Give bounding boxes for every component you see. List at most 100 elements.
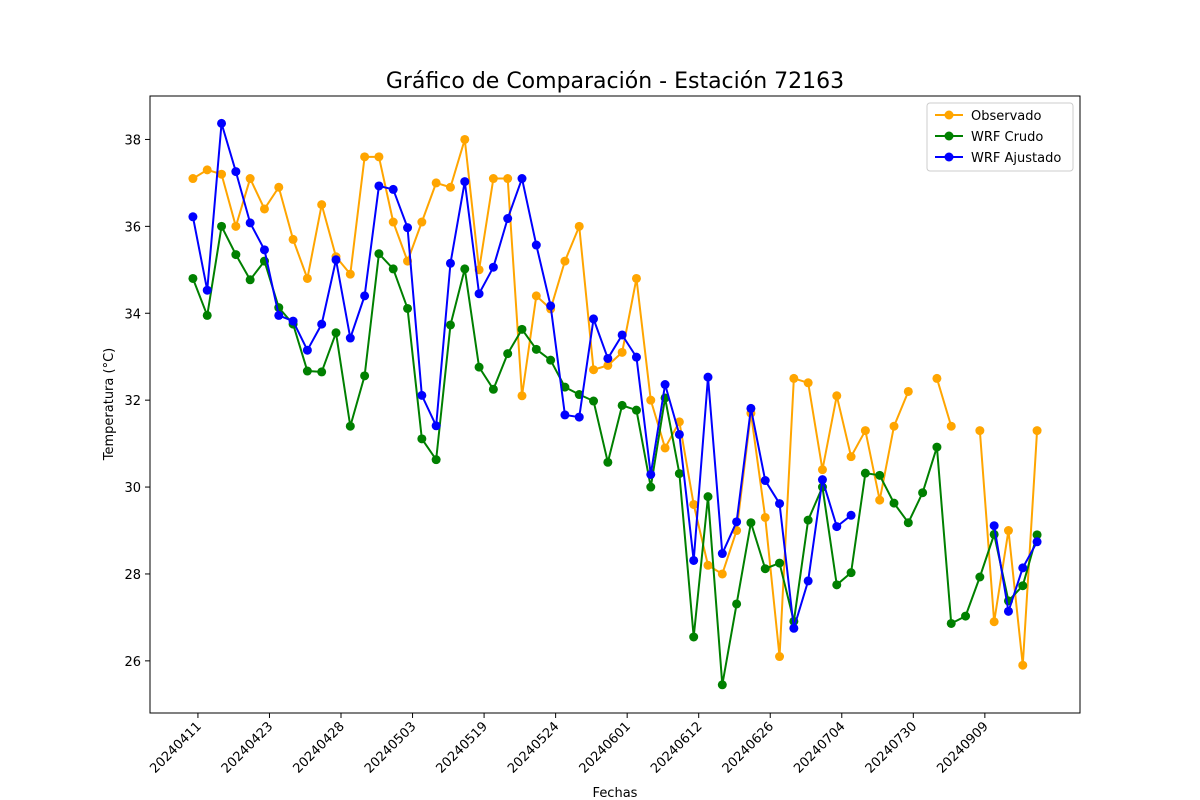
data-point (560, 382, 570, 392)
data-point (717, 549, 727, 559)
data-point (918, 488, 928, 498)
data-point (860, 426, 870, 436)
data-point (760, 512, 770, 522)
data-point (531, 344, 541, 354)
data-point (589, 365, 599, 375)
y-tick-label: 34 (124, 307, 141, 322)
data-point (760, 476, 770, 486)
data-point (689, 499, 699, 509)
data-point (445, 258, 455, 268)
data-point (231, 221, 241, 231)
data-point (388, 184, 398, 194)
data-point (317, 367, 327, 377)
data-point (460, 134, 470, 144)
data-point (631, 352, 641, 362)
data-point (345, 333, 355, 343)
data-point (803, 576, 813, 586)
data-point (360, 371, 370, 381)
data-point (617, 330, 627, 340)
data-point (188, 212, 198, 222)
data-point (217, 221, 227, 231)
data-point (445, 320, 455, 330)
data-point (546, 301, 556, 311)
data-point (689, 555, 699, 565)
data-point (775, 499, 785, 509)
data-point (1032, 537, 1042, 547)
data-point (488, 384, 498, 394)
data-point (689, 632, 699, 642)
data-point (245, 174, 255, 184)
data-point (1018, 660, 1028, 670)
data-point (660, 380, 670, 390)
data-point (431, 455, 441, 465)
data-point (202, 165, 212, 175)
data-point (589, 396, 599, 406)
data-point (302, 366, 312, 376)
y-tick-label: 36 (124, 220, 141, 235)
data-point (875, 470, 885, 480)
data-point (832, 522, 842, 532)
data-point (803, 378, 813, 388)
data-point (574, 221, 584, 231)
data-point (302, 345, 312, 355)
data-point (517, 391, 527, 401)
y-axis-label: Temperatura (°C) (102, 348, 117, 461)
data-point (417, 217, 427, 227)
data-point (1032, 530, 1042, 540)
data-point (746, 403, 756, 413)
data-point (603, 360, 613, 370)
data-point (603, 457, 613, 467)
series-line (993, 525, 1038, 613)
data-point (217, 169, 227, 179)
data-point (703, 560, 713, 570)
data-point (1018, 581, 1028, 591)
series-line (935, 378, 953, 427)
data-point (531, 291, 541, 301)
data-point (474, 289, 484, 299)
data-point (474, 362, 484, 372)
data-point (932, 442, 942, 452)
data-point (488, 174, 498, 184)
legend-label: WRF Ajustado (971, 151, 1061, 166)
data-point (517, 174, 527, 184)
data-point (1003, 606, 1013, 616)
data-point (245, 218, 255, 228)
data-point (388, 217, 398, 227)
y-tick-label: 28 (124, 568, 141, 583)
data-point (617, 400, 627, 410)
data-point (317, 200, 327, 210)
data-point (488, 262, 498, 272)
y-tick-label: 30 (124, 481, 141, 496)
data-point (946, 618, 956, 628)
data-point (732, 599, 742, 609)
data-point (589, 314, 599, 324)
y-tick-label: 26 (124, 655, 141, 670)
legend-label: WRF Crudo (971, 130, 1043, 145)
data-point (603, 353, 613, 363)
data-point (660, 443, 670, 453)
plot-frame (149, 95, 1081, 714)
data-point (231, 250, 241, 260)
data-point (646, 469, 656, 479)
data-point (388, 264, 398, 274)
y-axis: 26 28 30 32 34 36 38 (124, 133, 150, 670)
data-point (803, 515, 813, 525)
data-point (617, 347, 627, 357)
data-point (1032, 426, 1042, 436)
data-point (202, 285, 212, 295)
data-point (975, 572, 985, 582)
data-point (975, 426, 985, 436)
data-point (903, 518, 913, 528)
data-point (331, 328, 341, 338)
data-point (860, 468, 870, 478)
data-point (646, 482, 656, 492)
data-point (245, 275, 255, 285)
data-point (574, 412, 584, 422)
data-point (732, 517, 742, 527)
data-point (417, 390, 427, 400)
data-point (503, 174, 513, 184)
data-point (403, 303, 413, 313)
data-point (760, 564, 770, 574)
y-tick-label: 38 (124, 133, 141, 148)
